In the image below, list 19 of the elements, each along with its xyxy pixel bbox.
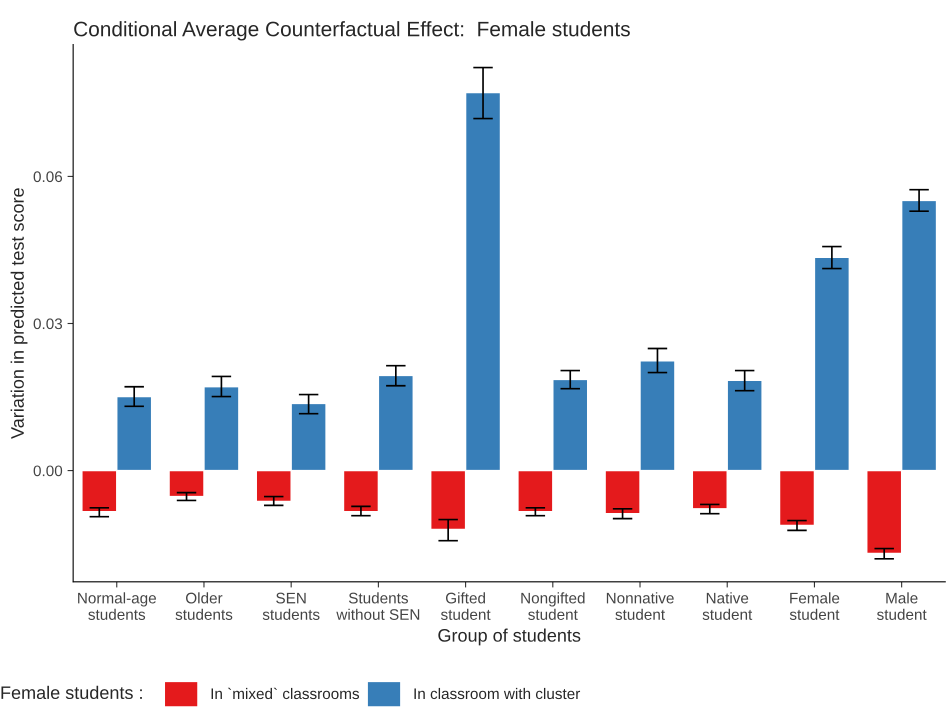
y-tick-label: 0.03 — [34, 318, 62, 330]
x-tick-label: Nongifted student — [521, 592, 585, 620]
x-tick-label: SEN students — [262, 592, 320, 620]
x-tick-label: Older students — [176, 592, 232, 620]
chart-title: Conditional Average Counterfactual Effect: Female students — [74, 21, 630, 41]
x-tick-label: Nonnative student — [606, 592, 674, 620]
x-tick-label: Normal-age students — [78, 592, 156, 620]
legend-label: In `mixed` classrooms — [212, 688, 360, 700]
x-tick-label: Female student — [790, 592, 840, 620]
x-tick-label: Gifted student — [440, 592, 491, 620]
x-tick-label: Students without SEN — [336, 592, 420, 620]
y-tick-label: 0.06 — [34, 171, 62, 182]
y-tick-label: 0.00 — [34, 465, 62, 476]
legend-label: In classroom with cluster — [414, 688, 580, 700]
x-tick-label: Native student — [702, 592, 752, 620]
y-axis-title: Variation in predicted test score — [10, 188, 28, 439]
x-tick-label: Male student — [877, 592, 927, 620]
legend-title: Female students : — [1, 686, 142, 700]
x-axis-title: Group of students — [438, 628, 580, 646]
